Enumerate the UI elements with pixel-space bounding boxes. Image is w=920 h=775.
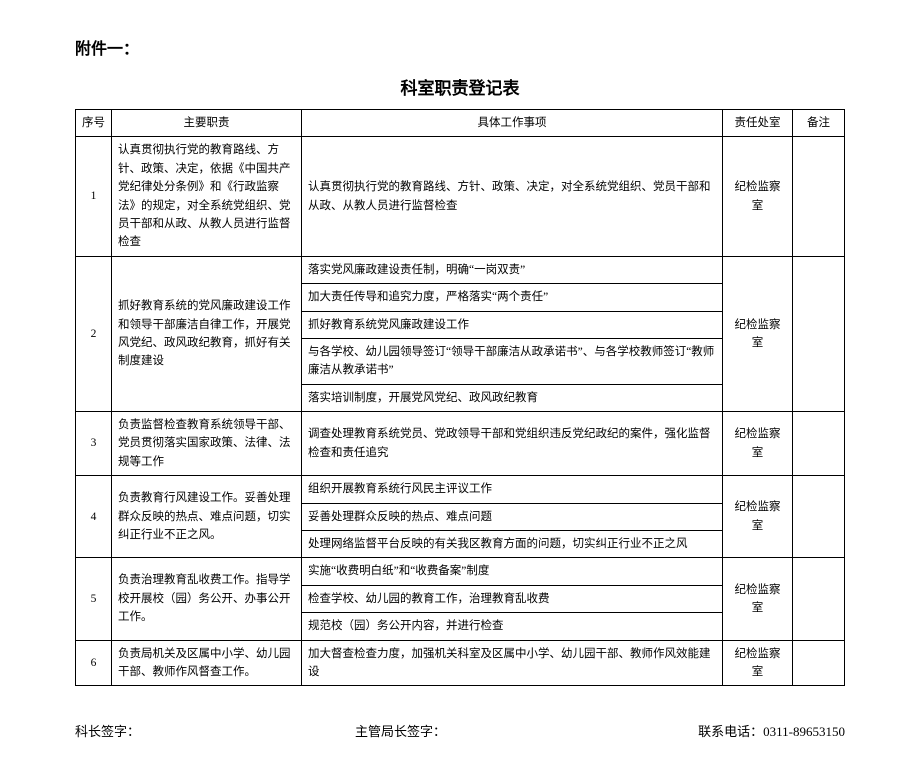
cell-item: 实施“收费明白纸”和“收费备案”制度 — [302, 558, 723, 585]
cell-seq: 3 — [76, 412, 112, 476]
cell-dept: 纪检监察室 — [723, 256, 793, 411]
attachment-label: 附件一： — [75, 35, 845, 59]
cell-item: 调查处理教育系统党员、党政领导干部和党组织违反党纪政纪的案件，强化监督检查和责任… — [302, 412, 723, 476]
table-row: 3负责监督检查教育系统领导干部、党员贯彻落实国家政策、法律、法规等工作调查处理教… — [76, 412, 845, 476]
section-chief-signature: 科长签字： — [75, 721, 355, 740]
table-row: 4负责教育行风建设工作。妥善处理群众反映的热点、难点问题，切实纠正行业不正之风。… — [76, 476, 845, 503]
cell-duty: 负责教育行风建设工作。妥善处理群众反映的热点、难点问题，切实纠正行业不正之风。 — [112, 476, 302, 558]
director-signature: 主管局长签字： — [355, 721, 698, 740]
cell-dept: 纪检监察室 — [723, 137, 793, 256]
cell-item: 规范校（园）务公开内容，并进行检查 — [302, 613, 723, 640]
table-row: 2抓好教育系统的党风廉政建设工作和领导干部廉洁自律工作，开展党风党纪、政风政纪教… — [76, 256, 845, 283]
cell-item: 处理网络监督平台反映的有关我区教育方面的问题，切实纠正行业不正之风 — [302, 531, 723, 558]
cell-item: 与各学校、幼儿园领导签订“领导干部廉洁从政承诺书”、与各学校教师签订“教师廉洁从… — [302, 338, 723, 384]
duties-table: 序号 主要职责 具体工作事项 责任处室 备注 1认真贯彻执行党的教育路线、方针、… — [75, 109, 845, 686]
cell-note — [793, 558, 845, 640]
cell-item: 加大责任传导和追究力度，严格落实“两个责任” — [302, 284, 723, 311]
cell-dept: 纪检监察室 — [723, 640, 793, 686]
col-header-note: 备注 — [793, 110, 845, 137]
cell-duty: 抓好教育系统的党风廉政建设工作和领导干部廉洁自律工作，开展党风党纪、政风政纪教育… — [112, 256, 302, 411]
cell-duty: 负责局机关及区属中小学、幼儿园干部、教师作风督查工作。 — [112, 640, 302, 686]
cell-item: 认真贯彻执行党的教育路线、方针、政策、决定，对全系统党组织、党员干部和从政、从教… — [302, 137, 723, 256]
cell-note — [793, 640, 845, 686]
col-header-item: 具体工作事项 — [302, 110, 723, 137]
cell-dept: 纪检监察室 — [723, 558, 793, 640]
cell-duty: 负责监督检查教育系统领导干部、党员贯彻落实国家政策、法律、法规等工作 — [112, 412, 302, 476]
page-title: 科室职责登记表 — [75, 74, 845, 99]
footer: 科长签字： 主管局长签字： 联系电话：0311-89653150 — [75, 721, 845, 740]
cell-note — [793, 476, 845, 558]
cell-seq: 2 — [76, 256, 112, 411]
cell-item: 加大督查检查力度，加强机关科室及区属中小学、幼儿园干部、教师作风效能建设 — [302, 640, 723, 686]
cell-dept: 纪检监察室 — [723, 476, 793, 558]
cell-item: 妥善处理群众反映的热点、难点问题 — [302, 503, 723, 530]
table-header-row: 序号 主要职责 具体工作事项 责任处室 备注 — [76, 110, 845, 137]
contact-phone: 联系电话：0311-89653150 — [698, 721, 845, 740]
cell-duty: 认真贯彻执行党的教育路线、方针、政策、决定，依据《中国共产党纪律处分条例》和《行… — [112, 137, 302, 256]
cell-item: 抓好教育系统党风廉政建设工作 — [302, 311, 723, 338]
col-header-duty: 主要职责 — [112, 110, 302, 137]
cell-item: 落实党风廉政建设责任制，明确“一岗双责” — [302, 256, 723, 283]
col-header-seq: 序号 — [76, 110, 112, 137]
cell-note — [793, 256, 845, 411]
cell-note — [793, 412, 845, 476]
cell-note — [793, 137, 845, 256]
table-row: 6负责局机关及区属中小学、幼儿园干部、教师作风督查工作。加大督查检查力度，加强机… — [76, 640, 845, 686]
cell-dept: 纪检监察室 — [723, 412, 793, 476]
table-row: 5负责治理教育乱收费工作。指导学校开展校（园）务公开、办事公开工作。实施“收费明… — [76, 558, 845, 585]
table-row: 1认真贯彻执行党的教育路线、方针、政策、决定，依据《中国共产党纪律处分条例》和《… — [76, 137, 845, 256]
cell-seq: 6 — [76, 640, 112, 686]
cell-item: 组织开展教育系统行风民主评议工作 — [302, 476, 723, 503]
cell-seq: 5 — [76, 558, 112, 640]
cell-item: 检查学校、幼儿园的教育工作，治理教育乱收费 — [302, 585, 723, 612]
col-header-dept: 责任处室 — [723, 110, 793, 137]
cell-duty: 负责治理教育乱收费工作。指导学校开展校（园）务公开、办事公开工作。 — [112, 558, 302, 640]
cell-item: 落实培训制度，开展党风党纪、政风政纪教育 — [302, 384, 723, 411]
cell-seq: 4 — [76, 476, 112, 558]
cell-seq: 1 — [76, 137, 112, 256]
